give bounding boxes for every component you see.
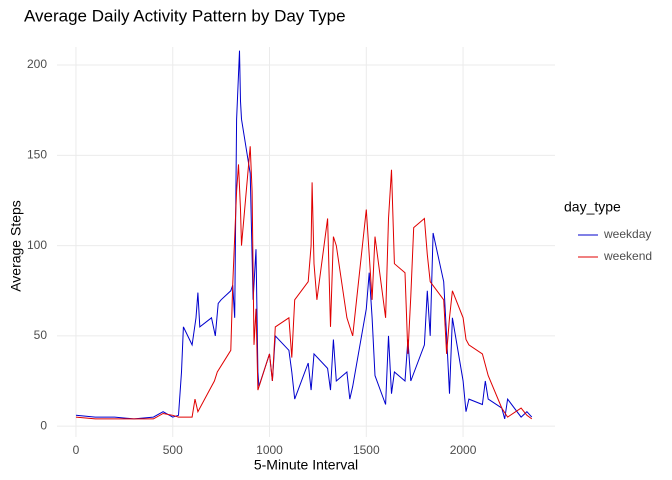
chart-title: Average Daily Activity Pattern by Day Ty…: [24, 6, 346, 25]
y-tick-label: 0: [40, 418, 47, 432]
y-axis-label: Average Steps: [8, 200, 24, 292]
series-line: [75, 146, 533, 420]
x-tick-label: 500: [163, 443, 183, 457]
x-axis-label: 5-Minute Interval: [254, 457, 358, 473]
x-tick-label: 1000: [256, 443, 283, 457]
legend-label: weekday: [603, 227, 651, 241]
y-tick-label: 50: [34, 328, 48, 342]
x-tick-label: 1500: [353, 443, 380, 457]
y-tick-label: 100: [27, 238, 47, 252]
series-line: [75, 50, 533, 420]
x-tick-label: 0: [73, 443, 80, 457]
x-tick-label: 2000: [450, 443, 477, 457]
legend-title: day_type: [564, 199, 621, 215]
legend-label: weekend: [603, 249, 652, 263]
y-tick-label: 150: [27, 148, 47, 162]
y-tick-label: 200: [27, 57, 47, 71]
